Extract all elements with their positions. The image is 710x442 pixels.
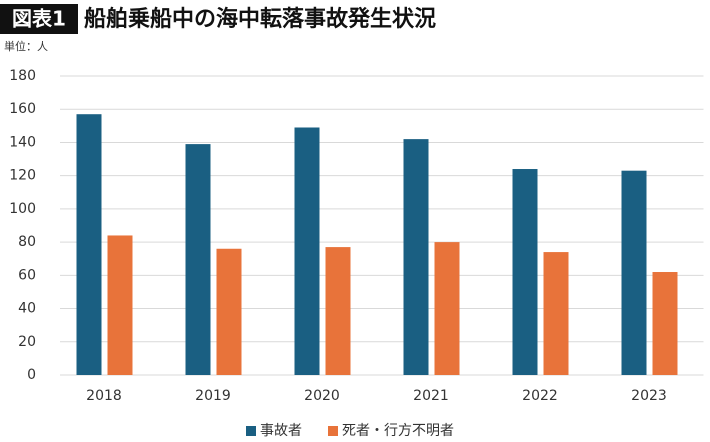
y-tick-label: 160 [9,101,36,117]
title-badge-bg [0,4,78,34]
x-tick-label: 2018 [86,388,122,404]
bar [512,169,538,375]
bar [107,235,133,375]
bar [403,139,429,375]
y-tick-label: 180 [9,68,36,84]
bar [325,247,351,375]
x-tick-label: 2019 [195,388,231,404]
y-tick-label: 100 [9,201,36,217]
y-tick-label: 140 [9,134,36,150]
x-tick-label: 2020 [304,388,340,404]
x-tick-label: 2021 [413,388,449,404]
bar [185,144,211,375]
y-tick-label: 60 [18,267,36,283]
x-tick-label: 2022 [522,388,558,404]
y-tick-label: 80 [18,234,36,250]
legend-swatch [328,426,338,436]
y-tick-label: 120 [9,168,36,184]
legend-label: 死者・行方不明者 [342,423,454,439]
y-tick-label: 20 [18,334,36,350]
title-badge: 図表1 [12,7,66,31]
y-axis-label: 単位：人 [4,39,48,53]
bar [652,272,678,375]
chart-title: 船舶乗船中の海中転落事故発生状況 [84,6,436,32]
legend-swatch [246,426,256,436]
bar [434,242,460,375]
bar [621,170,647,375]
y-tick-label: 0 [27,367,36,383]
bar [543,252,569,375]
bar [76,114,102,375]
legend-label: 事故者 [260,423,302,439]
y-tick-label: 40 [18,301,36,317]
bar [294,127,320,375]
bar [216,248,242,375]
x-tick-label: 2023 [631,388,667,404]
